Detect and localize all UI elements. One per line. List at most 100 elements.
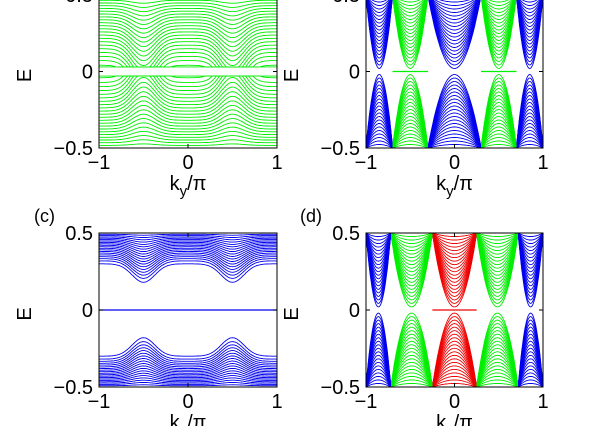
band-line: [427, 140, 482, 148]
band-line: [481, 0, 517, 55]
band-line: [431, 354, 478, 387]
band-line: [99, 365, 277, 376]
y-tick-label: 0: [82, 300, 93, 322]
band-line: [99, 75, 277, 95]
band-line: [480, 102, 517, 148]
band-line: [99, 375, 277, 381]
panel-label: (c): [34, 206, 55, 226]
band-line: [434, 0, 475, 6]
band-line: [431, 233, 478, 255]
band-line: [480, 119, 517, 148]
band-line: [432, 233, 477, 252]
band-line: [476, 375, 519, 387]
band-line: [481, 0, 516, 38]
band-line: [428, 0, 481, 52]
band-line: [517, 375, 543, 387]
band-line: [476, 383, 519, 387]
band-line: [99, 337, 277, 357]
band-line: [99, 130, 277, 138]
y-axis-label: E: [14, 307, 36, 320]
band-line: [392, 95, 429, 148]
band-line: [99, 0, 277, 4]
band-line: [99, 237, 277, 243]
band-line: [517, 233, 543, 237]
band-line: [396, 0, 424, 6]
band-line: [427, 112, 482, 148]
band-line: [432, 375, 477, 387]
band-line: [476, 233, 519, 276]
band-line: [431, 365, 478, 387]
band-line: [390, 233, 433, 276]
band-line: [427, 116, 482, 148]
band-line: [482, 0, 516, 27]
x-tick-label: 0: [182, 391, 193, 413]
band-line: [517, 361, 543, 387]
band-line: [476, 233, 519, 294]
band-line: [390, 351, 433, 387]
band-line: [476, 233, 519, 262]
band-line: [476, 365, 519, 387]
band-line: [392, 98, 429, 148]
band-line: [366, 0, 392, 20]
band-line: [99, 240, 277, 248]
band-line: [392, 109, 429, 148]
band-line: [392, 102, 429, 148]
band-line: [390, 333, 433, 387]
band-line: [366, 233, 392, 241]
band-line: [427, 123, 482, 148]
band-line: [99, 355, 277, 370]
band-line: [99, 75, 277, 83]
band-line: [431, 233, 478, 294]
y-tick-label: −0.5: [321, 138, 360, 160]
x-axis-label: ky/π: [436, 412, 473, 426]
band-line: [390, 233, 433, 255]
band-line: [390, 233, 433, 283]
band-line: [393, 0, 428, 31]
band-line: [369, 0, 390, 6]
band-line: [481, 0, 516, 34]
band-line: [366, 140, 393, 148]
band-line: [476, 233, 519, 259]
band-line: [427, 84, 482, 148]
band-line: [429, 0, 480, 38]
band-line: [366, 375, 392, 387]
band-line: [517, 233, 543, 266]
band-line: [390, 344, 433, 387]
band-line: [366, 137, 393, 148]
band-line: [428, 0, 481, 69]
band-line: [517, 347, 543, 387]
band-line: [516, 116, 543, 148]
band-line: [99, 370, 277, 379]
band-line: [99, 243, 277, 253]
band-line: [390, 233, 433, 287]
band-line: [366, 379, 392, 387]
band-line: [476, 233, 519, 266]
band-line: [476, 233, 519, 245]
band-line: [517, 233, 543, 259]
band-line: [427, 130, 482, 148]
band-line: [99, 5, 277, 13]
band-line: [476, 326, 519, 387]
band-line: [392, 123, 429, 148]
band-line: [429, 0, 480, 27]
band-line: [483, 0, 515, 13]
band-line: [476, 233, 519, 290]
band-line: [392, 91, 429, 148]
band-line: [428, 0, 481, 59]
band-line: [366, 233, 392, 276]
band-line: [390, 379, 433, 387]
band-line: [517, 233, 543, 241]
x-tick-label: 1: [271, 152, 282, 174]
band-line: [99, 2, 277, 8]
x-tick-label: 1: [271, 391, 282, 413]
band-line: [390, 330, 433, 387]
band-line: [427, 137, 482, 148]
band-line: [99, 95, 277, 115]
x-axis-label: ky/π: [436, 173, 473, 200]
band-line: [390, 233, 433, 262]
band-line: [390, 233, 433, 266]
band-line: [366, 233, 392, 245]
band-line: [366, 233, 392, 255]
band-line: [366, 144, 393, 148]
